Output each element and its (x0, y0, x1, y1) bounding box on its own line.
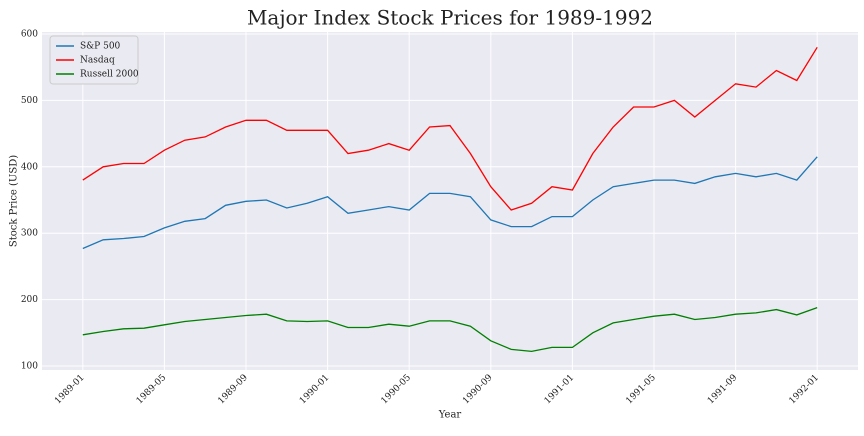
x-tick-label: 1991-01 (543, 373, 577, 407)
y-tick-label: 600 (21, 29, 38, 39)
x-tick-label: 1990-09 (461, 373, 495, 407)
legend-label: Nasdaq (80, 56, 115, 66)
x-tick-label: 1990-05 (380, 373, 414, 407)
series-line (82, 46, 818, 211)
x-tick-label: 1990-01 (298, 373, 332, 407)
legend-label: Russell 2000 (80, 70, 139, 80)
legend-box (49, 35, 139, 85)
y-tick-label: 200 (21, 295, 38, 305)
plot-area (42, 32, 858, 370)
x-tick-label: 1992-01 (788, 373, 822, 407)
legend-label: S&P 500 (80, 42, 121, 52)
y-tick-label: 300 (21, 229, 38, 239)
x-axis-label: Year (438, 410, 462, 421)
x-tick-label: 1989-01 (53, 373, 87, 407)
series-line (82, 306, 818, 353)
x-tick-label: 1991-09 (706, 373, 740, 407)
chart-title: Major Index Stock Prices for 1989-1992 (247, 6, 653, 30)
y-tick-label: 400 (21, 162, 38, 172)
y-tick-label: 100 (21, 362, 38, 372)
y-tick-label: 500 (21, 96, 38, 106)
series-line (82, 156, 818, 250)
x-tick-label: 1989-09 (216, 373, 250, 407)
x-tick-label: 1991-05 (624, 373, 658, 407)
x-tick-label: 1989-05 (135, 373, 169, 407)
y-axis-label: Stock Price (USD) (9, 155, 20, 247)
